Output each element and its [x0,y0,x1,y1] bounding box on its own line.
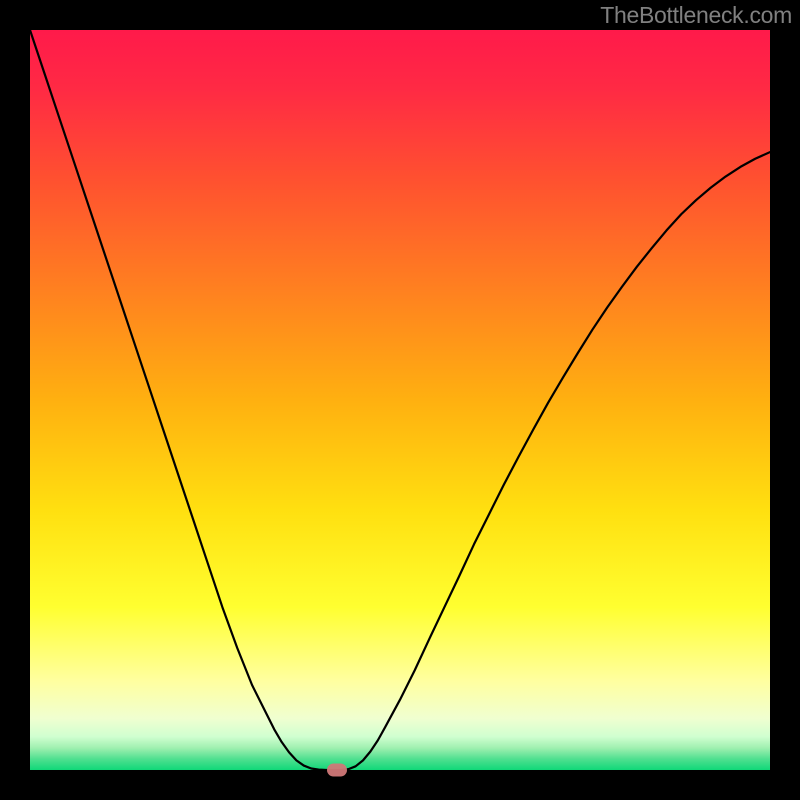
plot-area [30,30,770,770]
minimum-marker [327,764,347,777]
watermark-label: TheBottleneck.com [600,2,792,29]
bottleneck-curve [30,30,770,770]
chart-container: TheBottleneck.com [0,0,800,800]
